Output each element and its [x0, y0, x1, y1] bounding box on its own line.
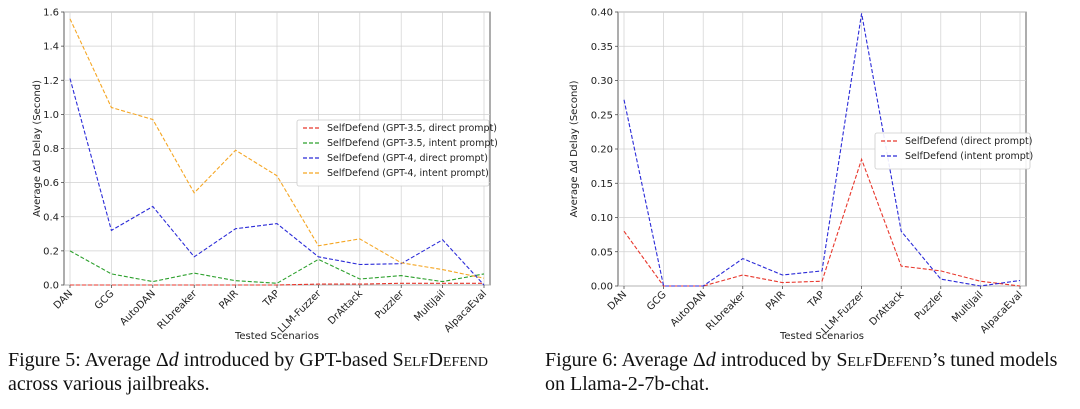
y-tick-label: 0.0 — [43, 281, 59, 292]
y-tick-label: 1.4 — [43, 42, 59, 53]
y-tick-label: 1.2 — [43, 76, 59, 87]
legend: SelfDefend (GPT-3.5, direct prompt) SelfD… — [296, 119, 498, 187]
legend-entry: SelfDefend (GPT-4, direct prompt) — [327, 153, 488, 164]
legend-entry: SelfDefend (GPT-3.5, direct prompt) — [327, 123, 497, 134]
y-tick-label: 0.05 — [591, 247, 613, 258]
x-tick-label: GCG — [645, 289, 669, 313]
x-tick-label: RLbreaker — [156, 288, 200, 332]
figure-5-caption: Figure 5: Average Δd introduced by GPT-b… — [8, 349, 489, 395]
y-tick-label: 1.6 — [43, 8, 59, 19]
series-line — [623, 13, 1021, 287]
y-tick-label: 0.40 — [591, 8, 613, 19]
y-tick-label: 0.20 — [591, 145, 613, 156]
y-tick-label: 0.00 — [591, 282, 613, 293]
x-tick-label: AlpacaEval — [443, 288, 490, 335]
x-axis-label: Tested Scenarios — [779, 331, 864, 342]
y-tick-label: 0.30 — [591, 76, 613, 87]
x-tick-label: MultiJail — [950, 289, 985, 324]
figure-5-chart: 0.0 0.2 0.4 0.6 0.8 1.0 1.2 1.4 1.6 DAN GCG AutoDAN… — [32, 8, 498, 343]
y-axis-label: Average Δd Delay (Second) — [569, 80, 580, 217]
x-tick-label: AutoDAN — [669, 289, 709, 329]
x-tick-label: DrAttack — [326, 288, 365, 327]
y-tick-label: 0.4 — [43, 212, 59, 223]
legend-entry: SelfDefend (intent prompt) — [905, 151, 1033, 162]
legend: SelfDefend (direct prompt) SelfDefend (in… — [874, 132, 1033, 170]
x-tick-label: TAP — [806, 289, 827, 310]
x-tick-label: TAP — [261, 288, 282, 309]
y-tick-label: 0.2 — [43, 246, 59, 257]
x-tick-label: LLM-Fuzzer — [820, 289, 868, 337]
y-tick-label: 0.10 — [591, 213, 613, 224]
x-tick-label: PAIR — [217, 288, 240, 311]
y-tick-label: 0.8 — [43, 144, 59, 155]
x-tick-label: MultiJail — [412, 288, 447, 323]
x-tick-label: DAN — [606, 289, 629, 312]
x-axis-label: Tested Scenarios — [234, 331, 319, 342]
y-tick-label: 0.35 — [591, 42, 613, 53]
x-tick-label: GCG — [93, 288, 117, 312]
legend-entry: SelfDefend (direct prompt) — [905, 136, 1032, 147]
legend-entry: SelfDefend (GPT-4, intent prompt) — [327, 168, 489, 179]
x-tick-label: PAIR — [764, 289, 787, 312]
figure-6-chart: 0.00 0.05 0.10 0.15 0.20 0.25 0.30 0.35 0.40 DAN G… — [569, 8, 1033, 343]
y-tick-label: 1.0 — [43, 110, 59, 121]
series-line — [69, 250, 485, 284]
series-line — [70, 282, 484, 286]
x-tick-label: RLbreaker — [704, 289, 748, 333]
figure-6: 0.00 0.05 0.10 0.15 0.20 0.25 0.30 0.35 0.40 DAN G… — [545, 0, 1080, 409]
legend-box — [874, 132, 1031, 170]
y-axis-label: Average Δd Delay (Second) — [32, 80, 43, 217]
x-tick-label: Puzzler — [913, 289, 947, 323]
x-tick-label: LLM-Fuzzer — [276, 288, 324, 336]
legend-entry: SelfDefend (GPT-3.5, intent prompt) — [327, 138, 498, 149]
y-tick-label: 0.6 — [43, 178, 59, 189]
y-tick-label: 0.15 — [591, 179, 613, 190]
series-line — [69, 18, 485, 279]
x-tick-label: AlpacaEval — [979, 289, 1026, 336]
y-tick-label: 0.25 — [591, 110, 613, 121]
figure-5: 0.0 0.2 0.4 0.6 0.8 1.0 1.2 1.4 1.6 DAN GCG AutoDAN… — [8, 8, 498, 396]
x-tick-label: DrAttack — [868, 289, 907, 328]
x-tick-label: Puzzler — [373, 288, 407, 322]
series-line — [623, 157, 1021, 287]
figure-6-caption: Figure 6: Average Δd introduced by SelfD… — [545, 349, 1058, 395]
legend-box — [296, 119, 490, 187]
x-tick-label: AutoDAN — [118, 288, 158, 328]
x-tick-label: DAN — [52, 288, 75, 311]
series-line — [69, 78, 485, 286]
